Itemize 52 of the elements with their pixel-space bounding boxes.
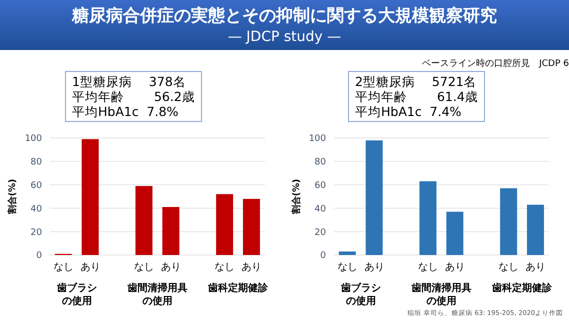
bar: [135, 186, 152, 255]
bar: [446, 212, 464, 255]
x-tick-label: なし: [214, 262, 235, 274]
text: 平均年齢 56.2歳: [72, 89, 195, 104]
y-tick-label: 20: [30, 228, 42, 238]
text: 歯科定期健診: [208, 282, 269, 295]
x-tick-label: あり: [526, 262, 546, 274]
text: 歯科定期健診: [492, 282, 553, 295]
text: 1型糖尿病 378名: [72, 74, 187, 89]
y-tick-label: 40: [30, 204, 42, 214]
bar: [366, 140, 383, 255]
bar: [216, 194, 234, 255]
y-tick-label: 20: [314, 228, 326, 238]
x-tick-label: あり: [364, 262, 384, 274]
chart-subtitle: — JDCP study —: [226, 29, 342, 45]
bar: [338, 251, 356, 255]
text: 歯ブラシの使用: [56, 282, 98, 308]
y-tick-label: 40: [314, 204, 326, 214]
y-tick-label: 100: [24, 134, 42, 144]
x-tick-label: なし: [418, 262, 438, 274]
bar: [242, 198, 260, 255]
y-tick-label: 60: [314, 180, 326, 191]
x-tick-label: なし: [498, 262, 519, 274]
x-tick-label: なし: [337, 262, 358, 274]
text: 歯間清掃用具の使用: [411, 282, 472, 308]
y-tick-label: 80: [314, 158, 326, 168]
text: 歯ブラシの使用: [340, 282, 382, 308]
bar: [162, 207, 180, 255]
chart-subtitle: ベースライン時の口腔所見 JCDP 6: [422, 58, 569, 70]
bar: [500, 188, 518, 255]
text: 平均HbA1c 7.4%: [355, 104, 462, 119]
text: 平均年齢 61.4歳: [355, 89, 478, 104]
bar: [82, 139, 99, 255]
x-tick-label: なし: [134, 262, 154, 274]
x-tick-label: あり: [242, 262, 262, 274]
y-tick-label: 0: [320, 251, 326, 262]
x-tick-label: あり: [444, 262, 465, 274]
y-axis-title: 割合(%): [291, 178, 302, 216]
x-tick-label: あり: [160, 262, 181, 274]
text: 平均HbA1c 7.8%: [72, 104, 180, 119]
bar: [526, 204, 544, 255]
y-tick-label: 0: [36, 251, 42, 262]
y-tick-label: 80: [30, 158, 42, 168]
x-tick-label: なし: [53, 262, 74, 274]
text: 歯間清掃用具の使用: [127, 282, 188, 308]
chart-title: 糖尿病合併症の実態とその抑制に関する大規模観察研究: [70, 5, 498, 27]
bar: [419, 181, 436, 255]
x-tick-label: あり: [80, 262, 100, 274]
y-tick-label: 60: [30, 180, 42, 191]
y-tick-label: 100: [308, 134, 326, 144]
y-axis-title: 割合(%): [7, 178, 18, 216]
text: 2型糖尿病 5721名: [355, 74, 478, 89]
